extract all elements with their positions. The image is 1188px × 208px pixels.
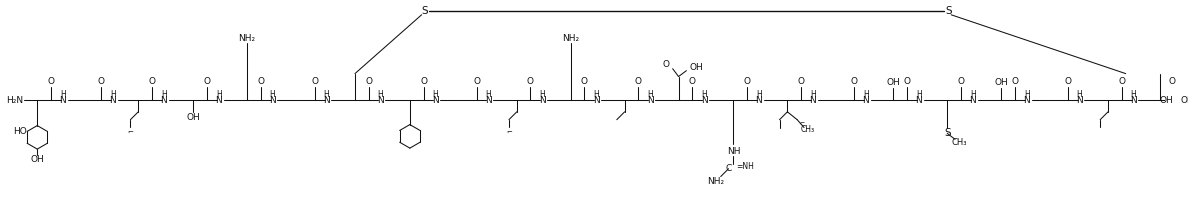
Text: H: H	[1024, 90, 1030, 99]
Text: H: H	[109, 90, 115, 99]
Text: N: N	[1023, 96, 1030, 105]
Text: O: O	[48, 77, 55, 86]
Text: O: O	[1118, 77, 1125, 86]
Text: N: N	[323, 96, 330, 105]
Text: H: H	[270, 90, 276, 99]
Text: N: N	[215, 96, 222, 105]
Text: N: N	[756, 96, 763, 105]
Text: C: C	[726, 164, 732, 173]
Text: O: O	[689, 77, 696, 86]
Text: O: O	[311, 77, 318, 86]
Text: O: O	[203, 77, 210, 86]
Text: N: N	[59, 96, 67, 105]
Text: O: O	[473, 77, 480, 86]
Text: O: O	[744, 77, 751, 86]
Text: OH: OH	[689, 63, 703, 72]
Text: NH: NH	[727, 147, 740, 156]
Text: N: N	[969, 96, 977, 105]
Text: N: N	[701, 96, 707, 105]
Text: NH₂: NH₂	[707, 177, 725, 186]
Text: ⌐: ⌐	[800, 121, 804, 126]
Text: O: O	[527, 77, 533, 86]
Text: H: H	[810, 90, 816, 99]
Text: N: N	[485, 96, 492, 105]
Text: N: N	[270, 96, 276, 105]
Text: O: O	[958, 77, 965, 86]
Text: S: S	[421, 6, 428, 16]
Text: H: H	[862, 90, 868, 99]
Text: O: O	[148, 77, 156, 86]
Text: N: N	[160, 96, 168, 105]
Text: O: O	[663, 60, 670, 69]
Text: NH₂: NH₂	[562, 34, 580, 43]
Text: OH: OH	[994, 78, 1009, 87]
Text: N: N	[109, 96, 116, 105]
Text: N: N	[809, 96, 816, 105]
Text: H: H	[432, 90, 438, 99]
Text: H: H	[593, 90, 599, 99]
Text: H: H	[916, 90, 922, 99]
Text: N: N	[1076, 96, 1083, 105]
Text: OH: OH	[31, 155, 44, 164]
Text: H: H	[1131, 90, 1137, 99]
Text: O: O	[634, 77, 642, 86]
Text: H: H	[969, 90, 975, 99]
Text: H: H	[160, 90, 166, 99]
Text: O: O	[851, 77, 858, 86]
Text: O: O	[421, 77, 428, 86]
Text: N: N	[862, 96, 870, 105]
Text: O: O	[258, 77, 264, 86]
Text: S: S	[944, 128, 950, 138]
Text: O: O	[797, 77, 804, 86]
Text: H: H	[216, 90, 221, 99]
Text: N: N	[646, 96, 653, 105]
Text: H: H	[647, 90, 653, 99]
Text: O: O	[581, 77, 588, 86]
Text: O: O	[1168, 77, 1175, 86]
Text: N: N	[539, 96, 545, 105]
Text: O: O	[97, 77, 105, 86]
Text: OH: OH	[886, 78, 901, 87]
Text: O: O	[365, 77, 372, 86]
Text: O: O	[904, 77, 910, 86]
Text: NH₂: NH₂	[239, 34, 255, 43]
Text: H: H	[378, 90, 384, 99]
Text: H₂N: H₂N	[6, 96, 23, 105]
Text: H: H	[486, 90, 491, 99]
Text: N: N	[916, 96, 922, 105]
Text: H: H	[323, 90, 329, 99]
Text: H: H	[756, 90, 762, 99]
Text: O: O	[1064, 77, 1072, 86]
Text: N: N	[593, 96, 600, 105]
Text: CH₃: CH₃	[801, 125, 815, 134]
Text: H: H	[1076, 90, 1082, 99]
Text: H: H	[701, 90, 707, 99]
Text: ⌐: ⌐	[506, 129, 512, 134]
Text: N: N	[432, 96, 438, 105]
Text: H: H	[539, 90, 545, 99]
Text: =NH: =NH	[737, 162, 754, 171]
Text: OH: OH	[1181, 96, 1188, 105]
Text: H: H	[59, 90, 65, 99]
Text: CH₃: CH₃	[952, 138, 967, 147]
Text: HO: HO	[13, 127, 26, 136]
Text: O: O	[1011, 77, 1018, 86]
Text: OH: OH	[187, 113, 200, 122]
Text: S: S	[946, 6, 952, 16]
Text: OH: OH	[1159, 96, 1174, 105]
Text: ⌐: ⌐	[127, 129, 133, 134]
Text: N: N	[1130, 96, 1137, 105]
Text: N: N	[377, 96, 384, 105]
